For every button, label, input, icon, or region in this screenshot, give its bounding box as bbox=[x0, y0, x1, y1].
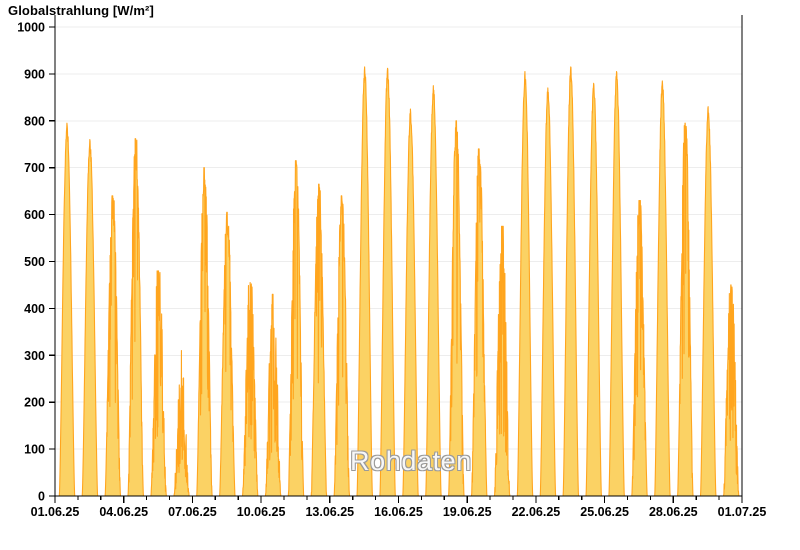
y-tick-label-900: 900 bbox=[24, 67, 45, 81]
x-tick-label-10.06.25: 10.06.25 bbox=[237, 505, 286, 519]
series-globalstrahlung bbox=[54, 66, 743, 497]
y-tick-label-100: 100 bbox=[24, 443, 45, 457]
y-tick-label-500: 500 bbox=[24, 255, 45, 269]
y-tick-label-1000: 1000 bbox=[17, 21, 45, 35]
y-tick-label-800: 800 bbox=[24, 114, 45, 128]
y-tick-label-0: 0 bbox=[38, 490, 45, 504]
series-area-fill bbox=[55, 66, 742, 497]
x-tick-label-19.06.25: 19.06.25 bbox=[443, 505, 492, 519]
x-axis-tick-labels: 01.06.25 04.06.25 07.06.25 10.06.25 13.06.25… bbox=[31, 505, 767, 519]
x-tick-label-01.07.25: 01.07.25 bbox=[718, 505, 767, 519]
chart-title: Globalstrahlung [W/m²] bbox=[8, 3, 154, 18]
y-axis-tick-labels: 0 100 200 300 400 500 600 700 800 900 1000 bbox=[17, 21, 45, 504]
x-tick-label-22.06.25: 22.06.25 bbox=[512, 505, 561, 519]
x-tick-label-25.06.25: 25.06.25 bbox=[580, 505, 629, 519]
x-tick-label-01.06.25: 01.06.25 bbox=[31, 505, 80, 519]
gridlines bbox=[55, 26, 742, 450]
y-tick-label-600: 600 bbox=[24, 208, 45, 222]
x-tick-label-28.06.25: 28.06.25 bbox=[649, 505, 698, 519]
x-tick-label-04.06.25: 04.06.25 bbox=[99, 505, 148, 519]
x-tick-label-13.06.25: 13.06.25 bbox=[305, 505, 354, 519]
y-tick-label-400: 400 bbox=[24, 302, 45, 316]
y-tick-label-700: 700 bbox=[24, 161, 45, 175]
y-tick-label-300: 300 bbox=[24, 349, 45, 363]
x-tick-label-16.06.25: 16.06.25 bbox=[374, 505, 423, 519]
x-tick-label-07.06.25: 07.06.25 bbox=[168, 505, 217, 519]
axes bbox=[49, 15, 743, 503]
y-tick-label-200: 200 bbox=[24, 396, 45, 410]
